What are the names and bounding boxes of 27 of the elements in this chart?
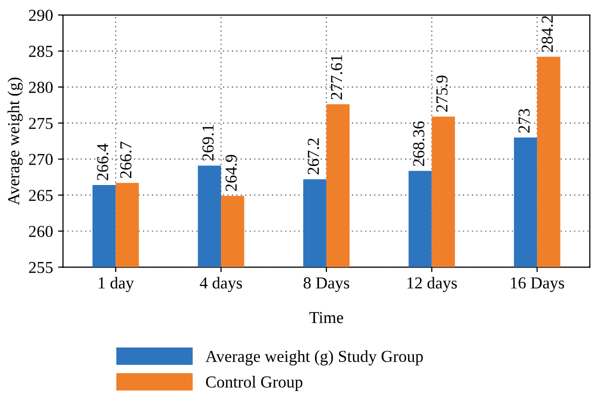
x-tick-label: 8 Days (304, 277, 350, 292)
y-tick-label: 285 (29, 46, 53, 57)
data-label: 269.1 (202, 124, 214, 161)
x-tick-label: 16 Days (511, 277, 564, 292)
data-label: 277.61 (330, 55, 342, 100)
y-tick-label: 255 (29, 262, 53, 274)
data-label: 268.36 (413, 121, 424, 166)
x-tick-label: 12 days (408, 276, 457, 292)
x-tick-label: 4 days (200, 276, 242, 292)
x-tick-label: 1 day (98, 276, 134, 292)
data-label: 275.9 (436, 76, 448, 112)
data-label: 264.9 (226, 154, 237, 191)
y-tick-label: 265 (29, 190, 53, 202)
y-tick-label: 270 (29, 154, 53, 166)
y-tick-label: 275 (29, 118, 53, 130)
data-label: 284.2 (542, 16, 553, 52)
y-tick-label: 280 (29, 82, 53, 94)
y-axis-title: Average weight (g) (8, 78, 23, 206)
legend-label: Control Group (206, 376, 302, 391)
data-label: 266.7 (120, 142, 132, 178)
legend-label: Average weight (g) Study Group (205, 350, 423, 366)
y-tick-label: 260 (29, 226, 53, 238)
x-axis-title: Time (309, 312, 344, 324)
data-label: 273 (518, 108, 530, 133)
data-label: 266.4 (97, 144, 108, 180)
data-label: 267.2 (308, 138, 320, 174)
y-tick-label: 290 (29, 10, 53, 21)
